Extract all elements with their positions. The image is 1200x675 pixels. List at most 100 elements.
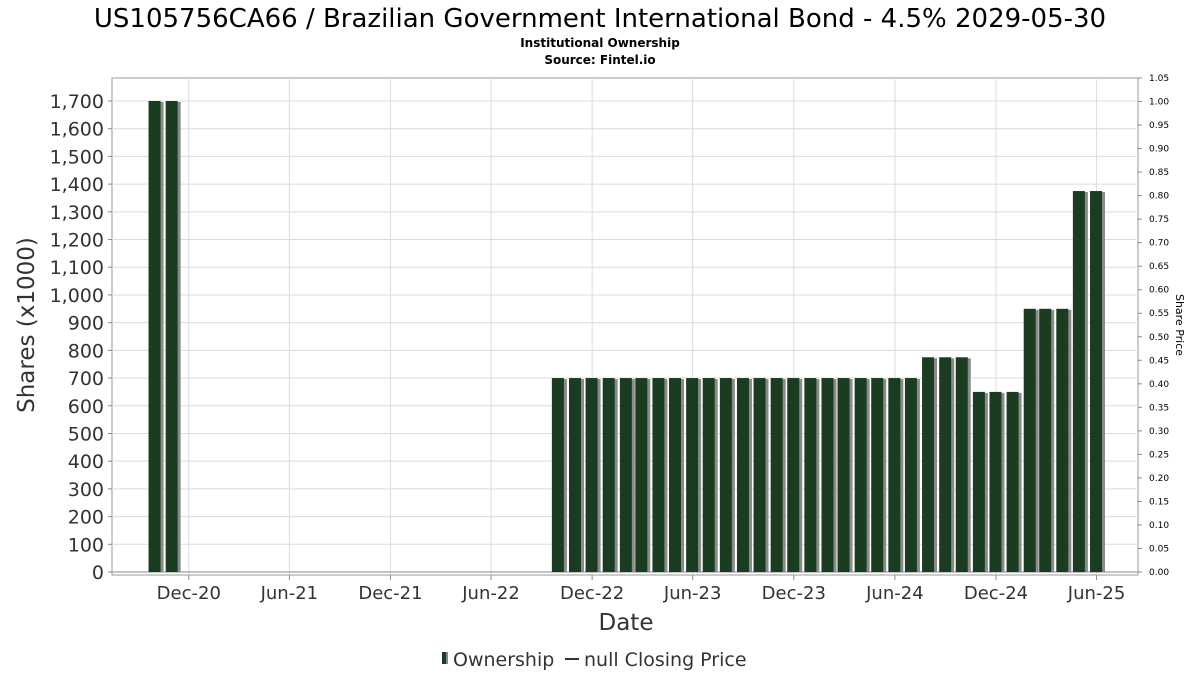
y-tick-label: 1,100 <box>50 257 104 279</box>
y-axis-ticks: 0 100 200 300 400 500 600 700 800 900 1,000 1,100 1,… <box>50 91 112 584</box>
ownership-bar <box>551 378 564 572</box>
legend-ownership-swatch <box>442 652 446 664</box>
y-tick-label: 200 <box>68 507 104 529</box>
ownership-bar <box>837 378 850 572</box>
ownership-bar <box>686 378 699 572</box>
y2-tick-label: 0.85 <box>1149 168 1169 178</box>
ownership-bar <box>753 378 766 572</box>
y2-axis-ticks: 0.00 0.05 0.10 0.15 0.20 0.25 0.30 0.35 0.40 0.45… <box>1138 74 1169 578</box>
y-tick-label: 300 <box>68 479 104 501</box>
ownership-bar <box>854 378 867 572</box>
y-tick-label: 700 <box>68 368 104 390</box>
y-tick-label: 900 <box>68 313 104 335</box>
y2-tick-label: 0.80 <box>1149 192 1169 202</box>
y-tick-label: 400 <box>68 451 104 473</box>
y2-tick-label: 0.00 <box>1149 568 1169 578</box>
ownership-bar <box>1039 308 1052 572</box>
ownership-bar <box>635 378 648 572</box>
ownership-bar <box>770 378 783 572</box>
ownership-bar <box>1090 191 1103 572</box>
y-tick-label: 1,000 <box>50 285 104 307</box>
y2-tick-label: 0.90 <box>1149 145 1169 155</box>
y-tick-label: 500 <box>68 423 104 445</box>
y2-tick-label: 1.05 <box>1149 74 1169 84</box>
y2-tick-label: 0.70 <box>1149 239 1169 249</box>
y2-tick-label: 0.50 <box>1149 333 1169 343</box>
ownership-bar <box>1006 391 1019 572</box>
y-tick-label: 1,400 <box>50 174 104 196</box>
ownership-bar <box>619 378 632 572</box>
x-tick-label: Dec-21 <box>358 583 422 604</box>
ownership-bar <box>1056 308 1069 572</box>
ownership-bar <box>568 378 581 572</box>
ownership-bar <box>955 357 968 572</box>
chart-subtitle: Institutional Ownership <box>520 36 680 50</box>
ownership-bar <box>652 378 665 572</box>
ownership-bar <box>821 378 834 572</box>
y2-tick-label: 0.55 <box>1149 309 1169 319</box>
legend: Ownership null Closing Price <box>442 649 747 671</box>
ownership-bar <box>939 357 952 572</box>
y-tick-label: 100 <box>68 534 104 556</box>
ownership-bar <box>1072 191 1085 572</box>
ownership-bar <box>585 378 598 572</box>
ownership-bar <box>148 101 161 572</box>
y2-axis-label: Share Price <box>1173 294 1186 356</box>
ownership-bar <box>989 391 1002 572</box>
ownership-bars <box>148 101 1106 572</box>
y-tick-label: 1,500 <box>50 146 104 168</box>
ownership-bar <box>719 378 732 572</box>
ownership-bar <box>904 378 917 572</box>
y2-tick-label: 0.15 <box>1149 497 1169 507</box>
y2-tick-label: 0.05 <box>1149 544 1169 554</box>
y2-tick-label: 0.45 <box>1149 356 1169 366</box>
y2-tick-label: 0.95 <box>1149 121 1169 131</box>
ownership-bar <box>888 378 901 572</box>
ownership-bar <box>602 378 615 572</box>
legend-ownership-shadow <box>446 652 448 664</box>
x-tick-label: Jun-24 <box>865 583 924 604</box>
y-tick-label: 1,300 <box>50 202 104 224</box>
y2-tick-label: 0.60 <box>1149 286 1169 296</box>
y-tick-label: 800 <box>68 340 104 362</box>
ownership-bar <box>787 378 800 572</box>
y-tick-label: 600 <box>68 396 104 418</box>
y-axis-label: Shares (x1000) <box>14 237 40 413</box>
x-tick-label: Jun-25 <box>1067 583 1126 604</box>
x-axis-ticks: Dec-20 Jun-21 Dec-21 Jun-22 Dec-22 Jun-23 Dec-… <box>157 575 1126 604</box>
y-tick-label: 1,700 <box>50 91 104 113</box>
x-axis-label: Date <box>599 610 654 636</box>
y2-tick-label: 0.25 <box>1149 450 1169 460</box>
legend-price-label: null Closing Price <box>584 649 747 671</box>
ownership-bar <box>804 378 817 572</box>
y2-tick-label: 0.75 <box>1149 215 1169 225</box>
y2-tick-label: 1.00 <box>1149 98 1169 108</box>
x-tick-label: Dec-20 <box>157 583 221 604</box>
ownership-bar <box>165 101 178 572</box>
x-tick-label: Dec-23 <box>762 583 826 604</box>
x-tick-label: Jun-21 <box>260 583 319 604</box>
y-tick-label: 1,600 <box>50 119 104 141</box>
ownership-bar <box>702 378 715 572</box>
ownership-bar <box>972 391 985 572</box>
y2-tick-label: 0.35 <box>1149 403 1169 413</box>
ownership-bar <box>871 378 884 572</box>
y2-tick-label: 0.10 <box>1149 521 1169 531</box>
x-tick-label: Jun-23 <box>663 583 722 604</box>
x-tick-label: Dec-24 <box>964 583 1028 604</box>
y2-tick-label: 0.40 <box>1149 380 1169 390</box>
chart-title: US105756CA66 / Brazilian Government Inte… <box>94 4 1106 34</box>
x-tick-label: Dec-22 <box>560 583 624 604</box>
x-tick-label: Jun-22 <box>461 583 520 604</box>
legend-ownership-label: Ownership <box>453 649 554 671</box>
ownership-bar <box>736 378 749 572</box>
ownership-bar <box>1023 308 1036 572</box>
y-tick-label: 0 <box>92 562 104 584</box>
chart-source: Source: Fintel.io <box>544 53 655 67</box>
y2-tick-label: 0.30 <box>1149 427 1169 437</box>
y2-tick-label: 0.65 <box>1149 262 1169 272</box>
ownership-bar <box>669 378 682 572</box>
ownership-bar <box>922 357 935 572</box>
y2-tick-label: 0.20 <box>1149 474 1169 484</box>
